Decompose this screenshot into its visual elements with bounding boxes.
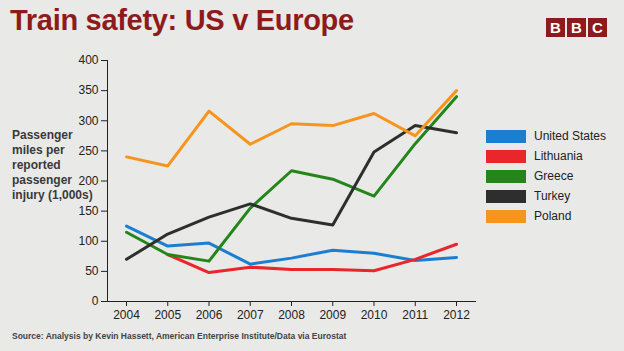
svg-text:100: 100 <box>78 234 98 248</box>
svg-text:2005: 2005 <box>154 308 181 322</box>
svg-text:0: 0 <box>92 294 99 308</box>
svg-text:150: 150 <box>78 204 98 218</box>
svg-text:2008: 2008 <box>278 308 305 322</box>
svg-text:2011: 2011 <box>402 308 428 322</box>
svg-text:350: 350 <box>78 83 98 97</box>
svg-text:400: 400 <box>78 53 98 67</box>
svg-text:2007: 2007 <box>237 308 264 322</box>
svg-text:200: 200 <box>78 174 98 188</box>
svg-text:2010: 2010 <box>361 308 388 322</box>
svg-text:2004: 2004 <box>113 308 140 322</box>
svg-text:2006: 2006 <box>196 308 223 322</box>
svg-text:50: 50 <box>85 264 99 278</box>
svg-text:300: 300 <box>78 114 98 128</box>
svg-text:2012: 2012 <box>443 308 470 322</box>
svg-text:2009: 2009 <box>319 308 346 322</box>
svg-text:250: 250 <box>78 144 98 158</box>
